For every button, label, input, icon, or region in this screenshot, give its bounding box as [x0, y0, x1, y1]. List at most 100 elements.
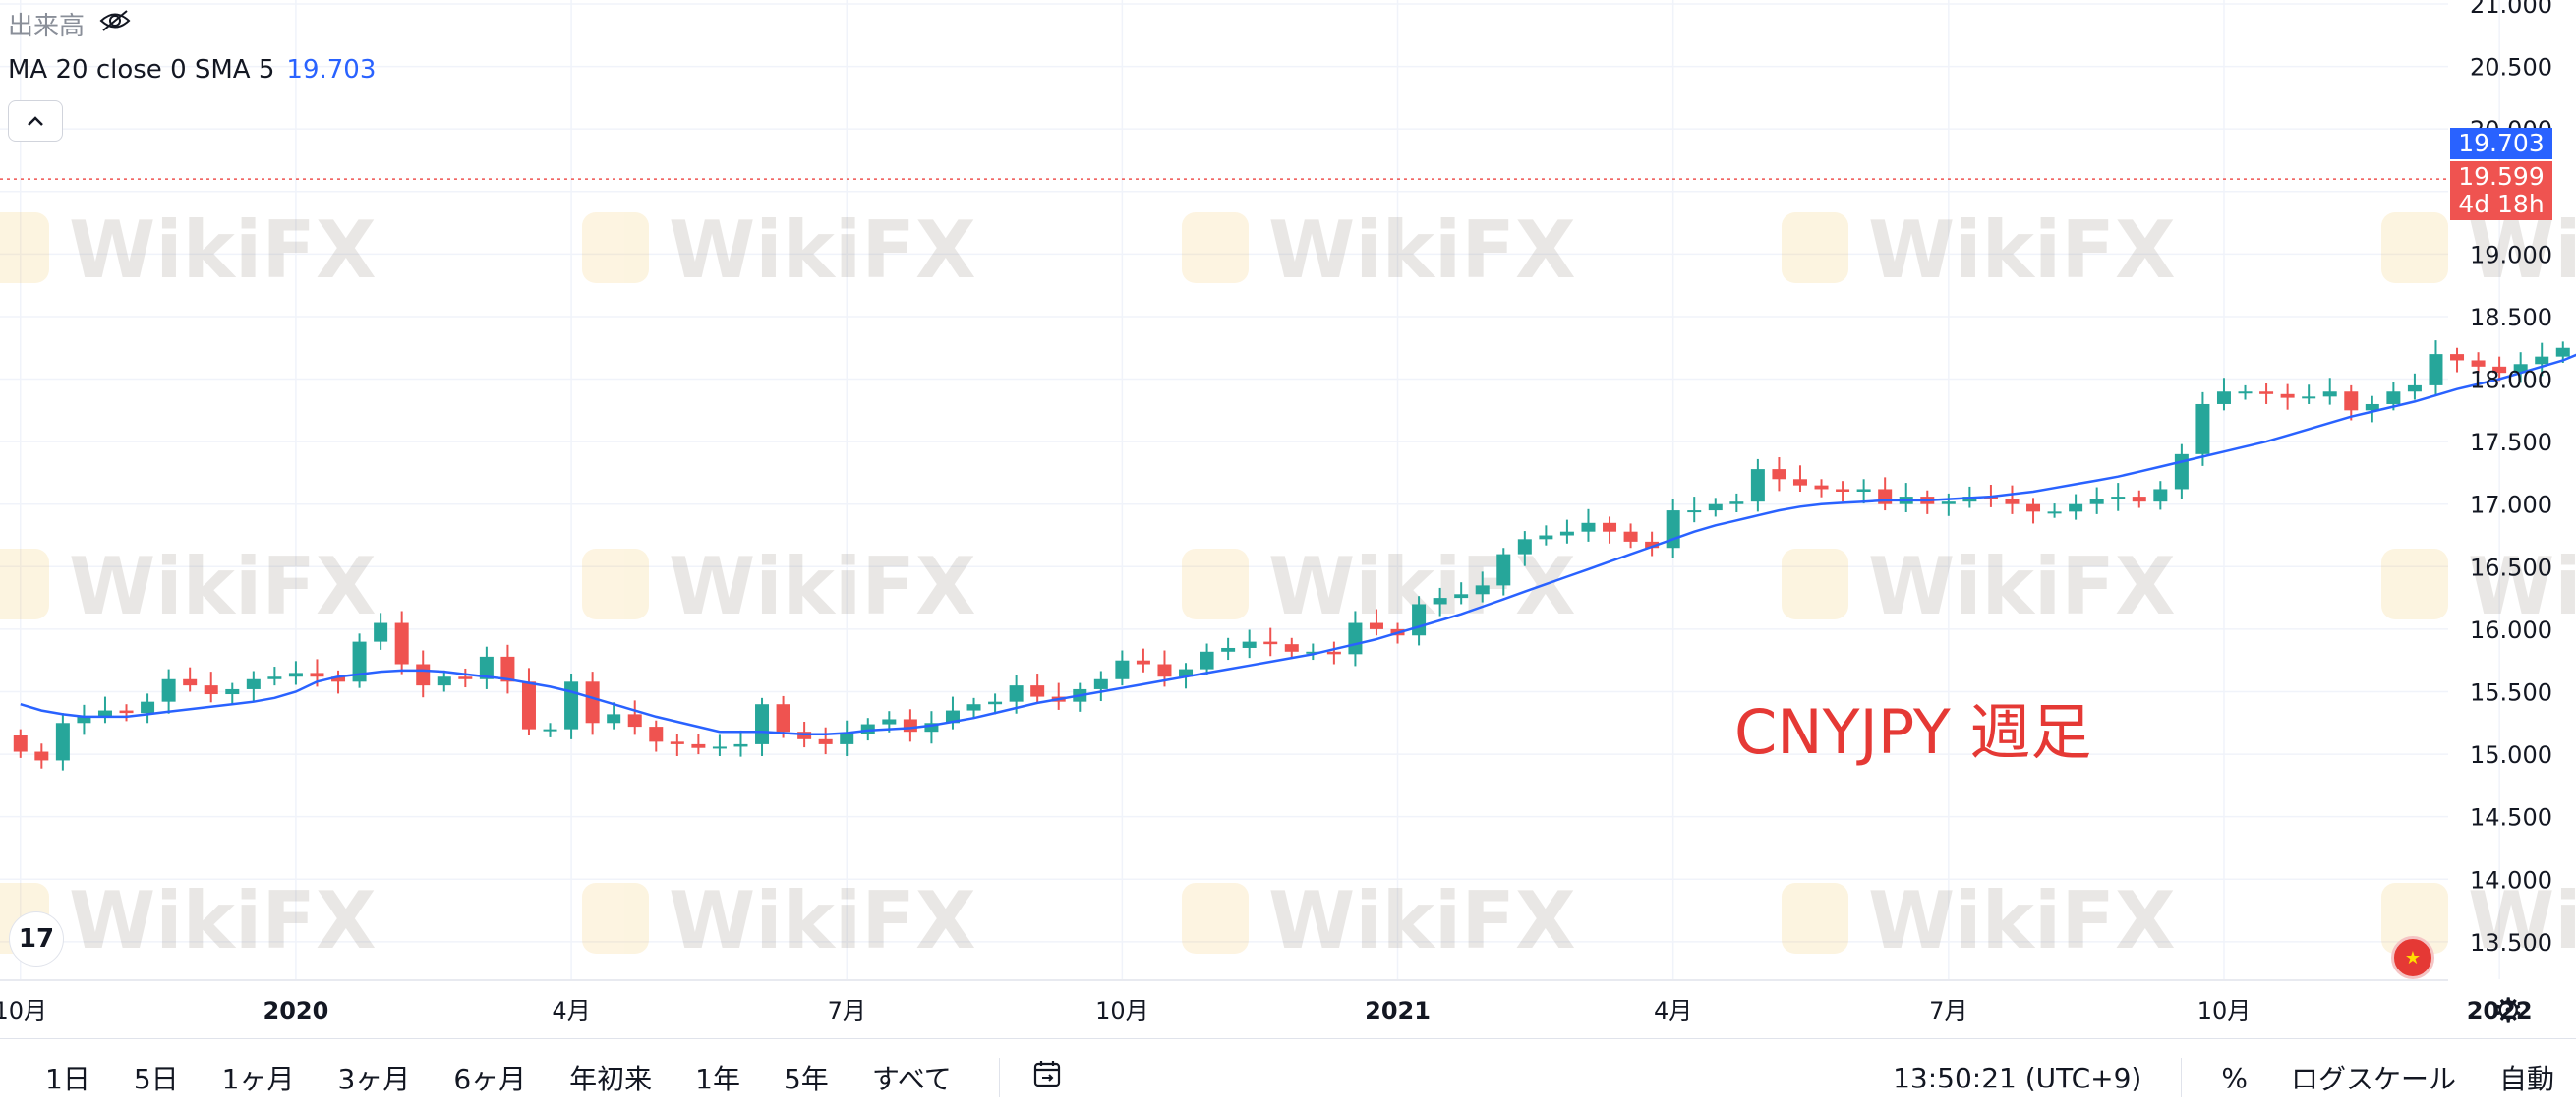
- candle-body: [1645, 541, 1660, 549]
- candle-body: [1941, 501, 1956, 504]
- timeframe-button[interactable]: 5日: [133, 1063, 179, 1095]
- x-tick-label: 2020: [263, 997, 329, 1025]
- candle-body: [1009, 685, 1024, 702]
- auto-scale-toggle[interactable]: 自動: [2498, 1063, 2554, 1095]
- candle-body: [1157, 664, 1172, 677]
- timeframe-button[interactable]: すべて: [871, 1063, 952, 1095]
- candle-body: [2111, 497, 2126, 499]
- watermark-logo: [2381, 549, 2448, 619]
- tradingview-logo[interactable]: 17: [10, 912, 63, 966]
- candle-body: [1581, 522, 1596, 532]
- timeframe-button[interactable]: 1ヶ月: [221, 1063, 295, 1095]
- gear-icon[interactable]: ⚙: [2493, 991, 2524, 1030]
- candle-body: [543, 729, 557, 732]
- candle-body: [2344, 391, 2359, 411]
- candle-series: [13, 340, 2570, 771]
- volume-legend: 出来高: [8, 6, 132, 42]
- last-price-tag: 19.599 4d 18h: [2450, 161, 2552, 220]
- candle-body: [1306, 651, 1320, 654]
- watermark: WikiFX: [0, 205, 377, 296]
- timeframe-button[interactable]: 5年: [783, 1063, 829, 1095]
- timeframe-button[interactable]: 3ヶ月: [337, 1063, 411, 1095]
- watermark-text: WikiFX: [669, 541, 976, 632]
- watermark-text: WikiFX: [69, 541, 377, 632]
- candle-body: [1729, 501, 1744, 504]
- candle-body: [2429, 354, 2443, 385]
- time-axis[interactable]: 10月20204月7月10月20214月7月10月20224月7月: [0, 979, 2576, 1025]
- eye-off-icon[interactable]: [98, 8, 132, 40]
- candle-body: [1030, 685, 1045, 697]
- watermark-logo: [2381, 883, 2448, 954]
- candle-body: [1559, 531, 1574, 536]
- candle-body: [1814, 485, 1829, 490]
- ma-legend[interactable]: MA 20 close 0 SMA 5 19.703: [8, 55, 376, 85]
- percent-toggle[interactable]: %: [2221, 1061, 2248, 1094]
- y-tick-label: 15.500: [2470, 678, 2552, 706]
- candle-body: [2195, 403, 2210, 454]
- candle-body: [437, 676, 451, 686]
- candle-body: [1772, 469, 1786, 480]
- candle-body: [374, 622, 388, 642]
- watermark-logo: [582, 883, 649, 954]
- candle-body: [1433, 598, 1447, 605]
- candle-body: [267, 676, 282, 679]
- candle-body: [310, 673, 324, 677]
- candle-body: [1093, 678, 1108, 689]
- candle-body: [1496, 554, 1511, 586]
- price-chart[interactable]: WikiFX WikiFX WikiFX WikiFX WikiFX WikiFX Wiki…: [0, 0, 2576, 1038]
- candle-body: [860, 724, 875, 734]
- candle-body: [2153, 489, 2168, 502]
- candle-body: [2535, 356, 2549, 365]
- toolbar-divider: [998, 1058, 1000, 1097]
- watermark: WikiFX: [582, 541, 976, 632]
- collapse-legend-button[interactable]: [8, 100, 63, 142]
- candle-body: [331, 676, 346, 682]
- candle-body: [225, 688, 240, 695]
- calendar-range-icon[interactable]: [1018, 1058, 1077, 1097]
- watermark-text: WikiFX: [1268, 875, 1576, 967]
- candle-body: [288, 673, 303, 677]
- candle-body: [458, 676, 473, 679]
- watermark-text: WikiFX: [1868, 541, 2176, 632]
- candle-body: [966, 704, 981, 711]
- timeframe-button[interactable]: 1年: [695, 1063, 740, 1095]
- candle-body: [1369, 622, 1383, 629]
- watermark-logo: [0, 549, 49, 619]
- candle-body: [1836, 489, 1850, 492]
- candle-body: [1348, 622, 1363, 655]
- timeframe-button[interactable]: 年初来: [569, 1063, 653, 1095]
- watermark: WikiFX: [2381, 541, 2576, 632]
- watermark-logo: [0, 212, 49, 283]
- clock-time[interactable]: 13:50:21 (UTC+9): [1893, 1061, 2142, 1094]
- candle-body: [1792, 479, 1807, 486]
- log-scale-toggle[interactable]: ログスケール: [2290, 1063, 2456, 1095]
- timeframe-button[interactable]: 6ヶ月: [453, 1063, 527, 1095]
- watermark-text: WikiFX: [69, 205, 377, 296]
- candle-body: [903, 719, 917, 733]
- timeframe-button[interactable]: 1日: [45, 1063, 90, 1095]
- candle-body: [1242, 641, 1257, 648]
- candle-body: [521, 681, 536, 730]
- candle-body: [1983, 497, 1998, 499]
- candle-body: [607, 714, 621, 724]
- candle-body: [1454, 594, 1469, 599]
- candle-body: [1284, 644, 1299, 652]
- y-tick-label: 14.500: [2470, 804, 2552, 832]
- x-tick-label: 10月: [2197, 997, 2252, 1025]
- candle-body: [1179, 669, 1194, 677]
- candle-body: [1263, 641, 1278, 645]
- candle-body: [733, 743, 748, 747]
- candle-body: [13, 735, 28, 752]
- watermark: WikiFX: [1182, 541, 1576, 632]
- ma-label: MA 20 close 0 SMA 5: [8, 55, 275, 85]
- candle-body: [2386, 391, 2401, 404]
- watermark-logo: [582, 549, 649, 619]
- watermark-text: WikiFX: [1268, 205, 1576, 296]
- candle-body: [776, 704, 790, 733]
- candle-body: [2513, 364, 2528, 374]
- candle-body: [1200, 651, 1214, 670]
- candle-body: [1136, 660, 1150, 665]
- candle-body: [1517, 539, 1532, 555]
- candle-body: [141, 701, 155, 714]
- watermark-logo: [582, 212, 649, 283]
